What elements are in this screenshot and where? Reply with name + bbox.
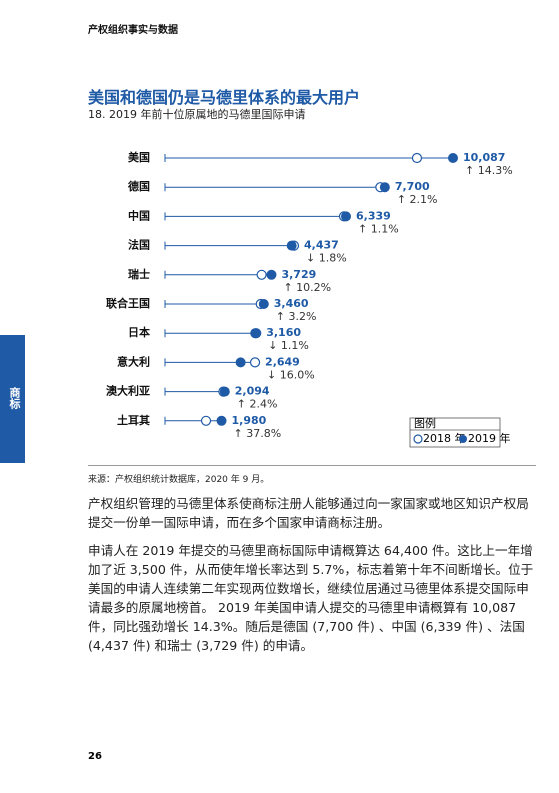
dot-2019 [219,386,230,397]
value-label: 3,729 [281,268,316,281]
dot-2019 [266,269,277,280]
growth-label: ↓ 16.0% [267,368,315,381]
growth-label: ↑ 37.8% [234,427,282,440]
dot-2018 [249,357,261,368]
growth-label: ↑ 2.4% [237,398,278,411]
dot-2019 [258,299,269,309]
growth-label: ↑ 1.1% [358,222,399,235]
category-label: 瑞士 [128,267,150,281]
category-label: 中国 [128,208,150,222]
category-label: 美国 [128,150,150,164]
value-label: 4,437 [304,239,339,252]
side-tab-label: 商标 [8,387,21,409]
dot-2019 [235,357,246,368]
dot-2019 [448,153,458,163]
category-label: 法国 [128,238,150,252]
dot-2018 [200,415,212,426]
dot-2019 [216,415,227,426]
value-label: 10,087 [463,151,505,164]
value-label: 2,649 [265,355,300,368]
value-label: 7,700 [395,180,430,193]
growth-label: ↑ 10.2% [283,281,331,294]
dot-2019 [340,211,351,222]
category-label: 联合王国 [106,296,150,310]
legend-label: 2019 年 [468,431,511,445]
legend-box [409,417,501,448]
growth-label: ↓ 1.1% [268,339,309,352]
growth-label: ↑ 3.2% [276,310,317,323]
category-label: 日本 [128,325,150,339]
dot-2019 [250,328,261,339]
dot-2018 [411,152,423,164]
category-label: 澳大利亚 [106,384,150,398]
category-label: 土耳其 [117,413,150,427]
value-label: 3,460 [274,297,309,310]
category-label: 德国 [127,179,150,193]
divider [88,465,536,466]
legend-title: 图例 [414,416,436,430]
paragraph: 申请人在 2019 年提交的马德里商标国际申请概算达 64,400 件。这比上一… [88,543,534,653]
legend-marker [413,434,423,444]
side-tab: 商标 [0,335,25,463]
paragraph: 产权组织管理的马德里体系使商标注册人能够通过向一家国家或地区知识产权局提交一份单… [88,496,529,530]
value-label: 1,980 [232,414,267,427]
page-number: 26 [88,751,102,762]
value-label: 3,160 [266,326,301,339]
legend-marker [459,435,467,443]
dot-2018 [256,269,267,280]
value-label: 6,339 [356,209,391,222]
dot-2019 [286,240,297,251]
growth-label: ↓ 1.8% [306,252,347,265]
growth-label: ↑ 2.1% [397,193,438,206]
legend-label: 2018 年 [423,431,466,445]
header-title: 产权组织事实与数据 [88,25,178,36]
chart: 美国 10,087↑ 14.3% 德国 7,700↑ 2.1% 中国 6,339↑ 1.1… [106,150,513,448]
dot-2019 [379,182,390,193]
category-label: 意大利 [117,354,150,368]
chart-subtitle: 18. 2019 年前十位原属地的马德里国际申请 [88,108,306,121]
value-label: 2,094 [235,385,270,398]
source: 来源：产权组织统计数据库，2020 年 9 月。 [88,475,270,485]
chart-title: 美国和德国仍是马德里体系的最大用户 [88,88,361,107]
growth-label: ↑ 14.3% [465,164,513,177]
